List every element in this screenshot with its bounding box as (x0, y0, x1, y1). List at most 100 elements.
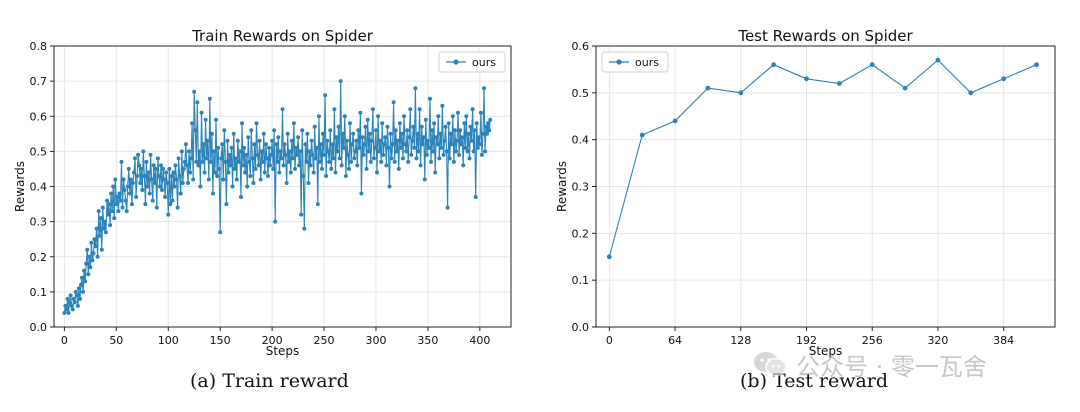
chart-0-data-point (253, 166, 258, 171)
chart-0-data-point (284, 181, 289, 185)
chart-0-data-point (300, 128, 305, 133)
chart-0-data-point (456, 110, 460, 115)
chart-0-data-point (256, 163, 261, 168)
chart-0-data-point (387, 184, 392, 189)
chart-0-data-point (477, 142, 482, 147)
chart-0-data-point (478, 110, 483, 115)
chart-0-data-point (363, 124, 368, 129)
chart-0-data-point (440, 103, 445, 108)
chart-1-data-point (771, 62, 776, 68)
chart-0-data-point (172, 184, 177, 189)
chart-1-data-point (902, 85, 908, 91)
chart-0-data-point (324, 174, 329, 178)
chart-0-data-point (170, 198, 175, 203)
chart-0-data-point (243, 170, 248, 175)
chart-0-data-point (449, 142, 454, 147)
chart-0-data-point (70, 307, 75, 312)
chart-0-data-point (372, 145, 377, 150)
chart-0-data-point (267, 145, 271, 150)
chart-0-data-point (175, 205, 180, 210)
chart-0-data-point (417, 107, 422, 112)
chart-0-data-point (125, 184, 130, 189)
chart-0-data-point (342, 114, 347, 119)
chart-0-data-point (68, 293, 73, 298)
chart-0-data-point (196, 163, 201, 168)
chart-0-data-point (141, 149, 146, 154)
chart-0-data-point (135, 174, 140, 178)
chart-0-data-point (276, 135, 281, 140)
chart-0-data-point (127, 191, 132, 196)
chart-0-data-point (62, 310, 67, 315)
chart-0-data-point (186, 181, 190, 185)
chart-0-data-point (486, 121, 491, 126)
chart-0-data-point (424, 152, 429, 157)
chart-0-data-point (359, 191, 364, 196)
chart-0-data-point (299, 212, 304, 217)
chart-0-data-point (152, 181, 157, 185)
chart-0-data-point (195, 100, 200, 105)
chart-0-data-point (251, 181, 256, 185)
chart-0-data-point (425, 138, 430, 143)
chart-0-data-point (308, 163, 313, 168)
chart-0-data-point (442, 138, 447, 143)
chart-0-data-point (397, 121, 402, 126)
chart-0-data-point (418, 163, 423, 168)
test-rewards-chart-svg: 0.0 0.1 0.2 0.3 0.4 0.5 0.6 0 64 128 192 256 320 384 T… (555, 27, 1056, 358)
chart-0-data-point (209, 131, 214, 136)
chart-0-data-point (191, 177, 196, 182)
chart-0-data-point (248, 174, 253, 178)
chart-0-data-point (240, 121, 244, 126)
chart-0-data-point (450, 114, 455, 119)
chart-0-data-point (262, 170, 267, 175)
chart-0-data-point (383, 135, 388, 140)
chart-0-data-point (224, 202, 229, 207)
chart-0-data-point (439, 145, 444, 150)
chart-0-xlabel: Steps (266, 344, 300, 358)
chart-0-data-point (101, 226, 106, 231)
chart-0-data-point (138, 181, 143, 185)
chart-0-data-point (200, 159, 205, 164)
chart-0-data-point (360, 135, 365, 140)
chart-0-data-point (214, 117, 218, 122)
chart-0-data-point (403, 142, 408, 147)
chart-0-data-point (120, 205, 125, 210)
chart-0-data-point (63, 303, 68, 308)
chart-0-data-point (178, 191, 183, 196)
chart-0-data-point (290, 156, 295, 161)
chart-0-data-point (388, 131, 393, 136)
chart-0-data-point (488, 117, 493, 122)
chart-0-data-point (355, 163, 360, 168)
chart-0-data-point (362, 142, 367, 147)
chart-0-data-point (173, 163, 178, 168)
chart-0-data-point (218, 230, 223, 235)
chart-0-data-point (122, 188, 127, 192)
chart-1-data-point (837, 81, 842, 86)
chart-0-data-point (64, 307, 69, 312)
chart-0-data-point (307, 149, 312, 154)
chart-0-data-point (341, 145, 346, 150)
chart-0-data-point (330, 142, 335, 147)
chart-0-data-point (142, 174, 147, 178)
chart-0-data-point (340, 131, 345, 136)
chart-0-data-point (411, 124, 416, 129)
chart-0-data-point (230, 184, 235, 189)
chart-0-data-point (321, 131, 325, 136)
chart-0-data-point (414, 156, 419, 161)
chart-1-xtick-label: 384 (993, 334, 1014, 347)
chart-0-data-point (473, 195, 478, 199)
chart-0-data-point (216, 145, 221, 150)
chart-0-data-point (139, 166, 144, 171)
chart-0-data-point (459, 142, 464, 147)
chart-0-data-point (428, 96, 432, 101)
chart-0-data-point (147, 191, 152, 196)
chart-0-data-point (435, 142, 440, 147)
chart-0-data-point (277, 170, 282, 175)
chart-0-data-point (234, 177, 239, 182)
chart-1-legend: ours (601, 51, 669, 73)
chart-0-data-point (286, 159, 291, 164)
chart-1-ytick-label: 0.5 (572, 87, 590, 100)
chart-0-data-point (334, 135, 339, 140)
chart-1-data-point (606, 254, 612, 260)
chart-0-data-point (169, 174, 174, 178)
chart-0-data-point (211, 149, 216, 154)
